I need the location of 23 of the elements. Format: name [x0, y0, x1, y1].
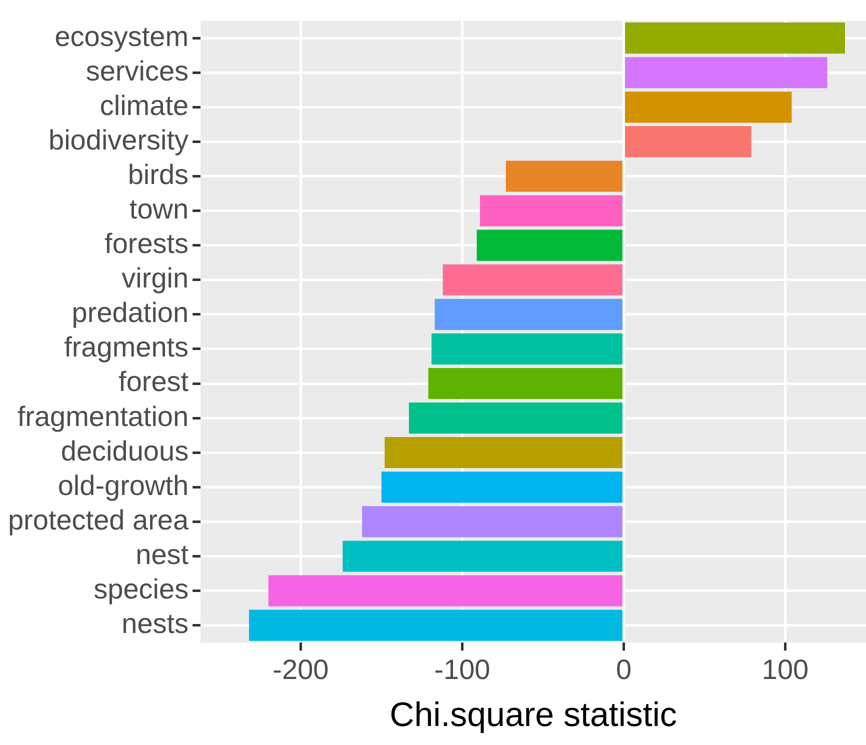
y-tick-label: climate [100, 90, 189, 121]
y-tick-label: birds [128, 158, 189, 190]
x-tick-label: -200 [272, 654, 329, 686]
y-tick-label: biodiversity [48, 124, 189, 156]
y-tick-label: fragments [64, 332, 189, 363]
y-tick-label: fragmentation [17, 400, 189, 432]
x-tick-label: 0 [616, 654, 632, 686]
y-tick-label: old-growth [58, 470, 189, 501]
y-tick-label: ecosystem [54, 20, 189, 52]
x-tick-label: 100 [762, 654, 809, 686]
y-tick-label: town [129, 194, 189, 225]
y-tick-label: protected area [8, 504, 189, 536]
x-axis-title: Chi.square statistic [390, 696, 677, 734]
y-tick-label: predation [72, 297, 189, 328]
y-tick-label: services [86, 55, 189, 86]
y-tick-label: deciduous [60, 435, 189, 466]
y-tick-label: nest [136, 538, 189, 570]
y-tick-label: species [94, 574, 189, 604]
y-tick-label: forests [104, 228, 189, 260]
y-tick-label: virgin [122, 262, 189, 294]
y-tick-label: nests [122, 608, 189, 640]
y-tick-label: forest [118, 366, 189, 398]
x-tick-label: -100 [434, 654, 490, 686]
